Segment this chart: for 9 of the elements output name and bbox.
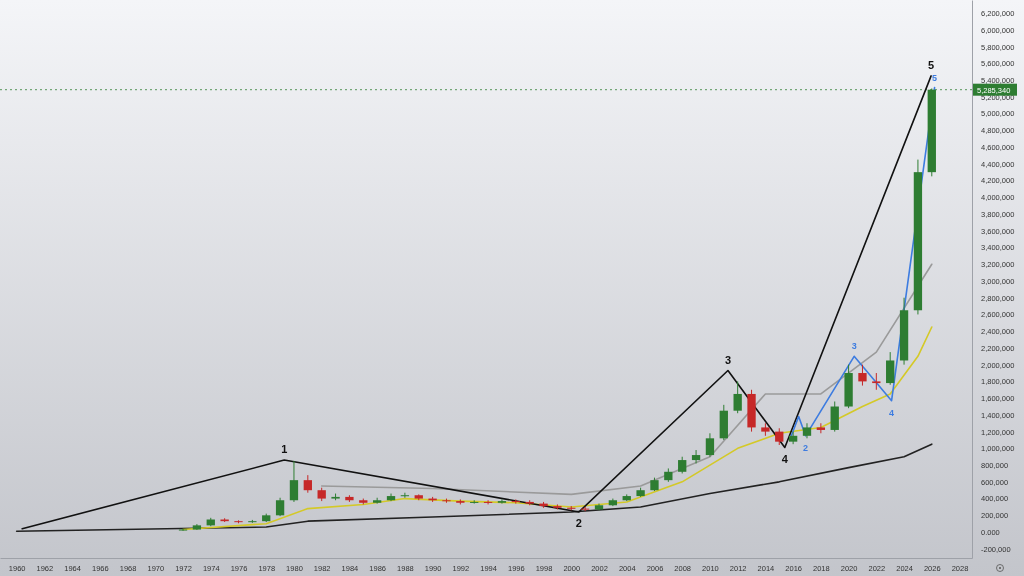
annotation: 3 [724,353,732,366]
annotation: 1 [281,443,288,456]
annotation: 5 [928,58,935,71]
annotation: 2 [575,516,582,529]
annotation: 5 [932,72,938,83]
annotation: 3 [851,341,857,352]
annotation: 2 [803,442,809,453]
annotation: 4 [889,407,895,418]
annotation: 4 [781,452,789,465]
